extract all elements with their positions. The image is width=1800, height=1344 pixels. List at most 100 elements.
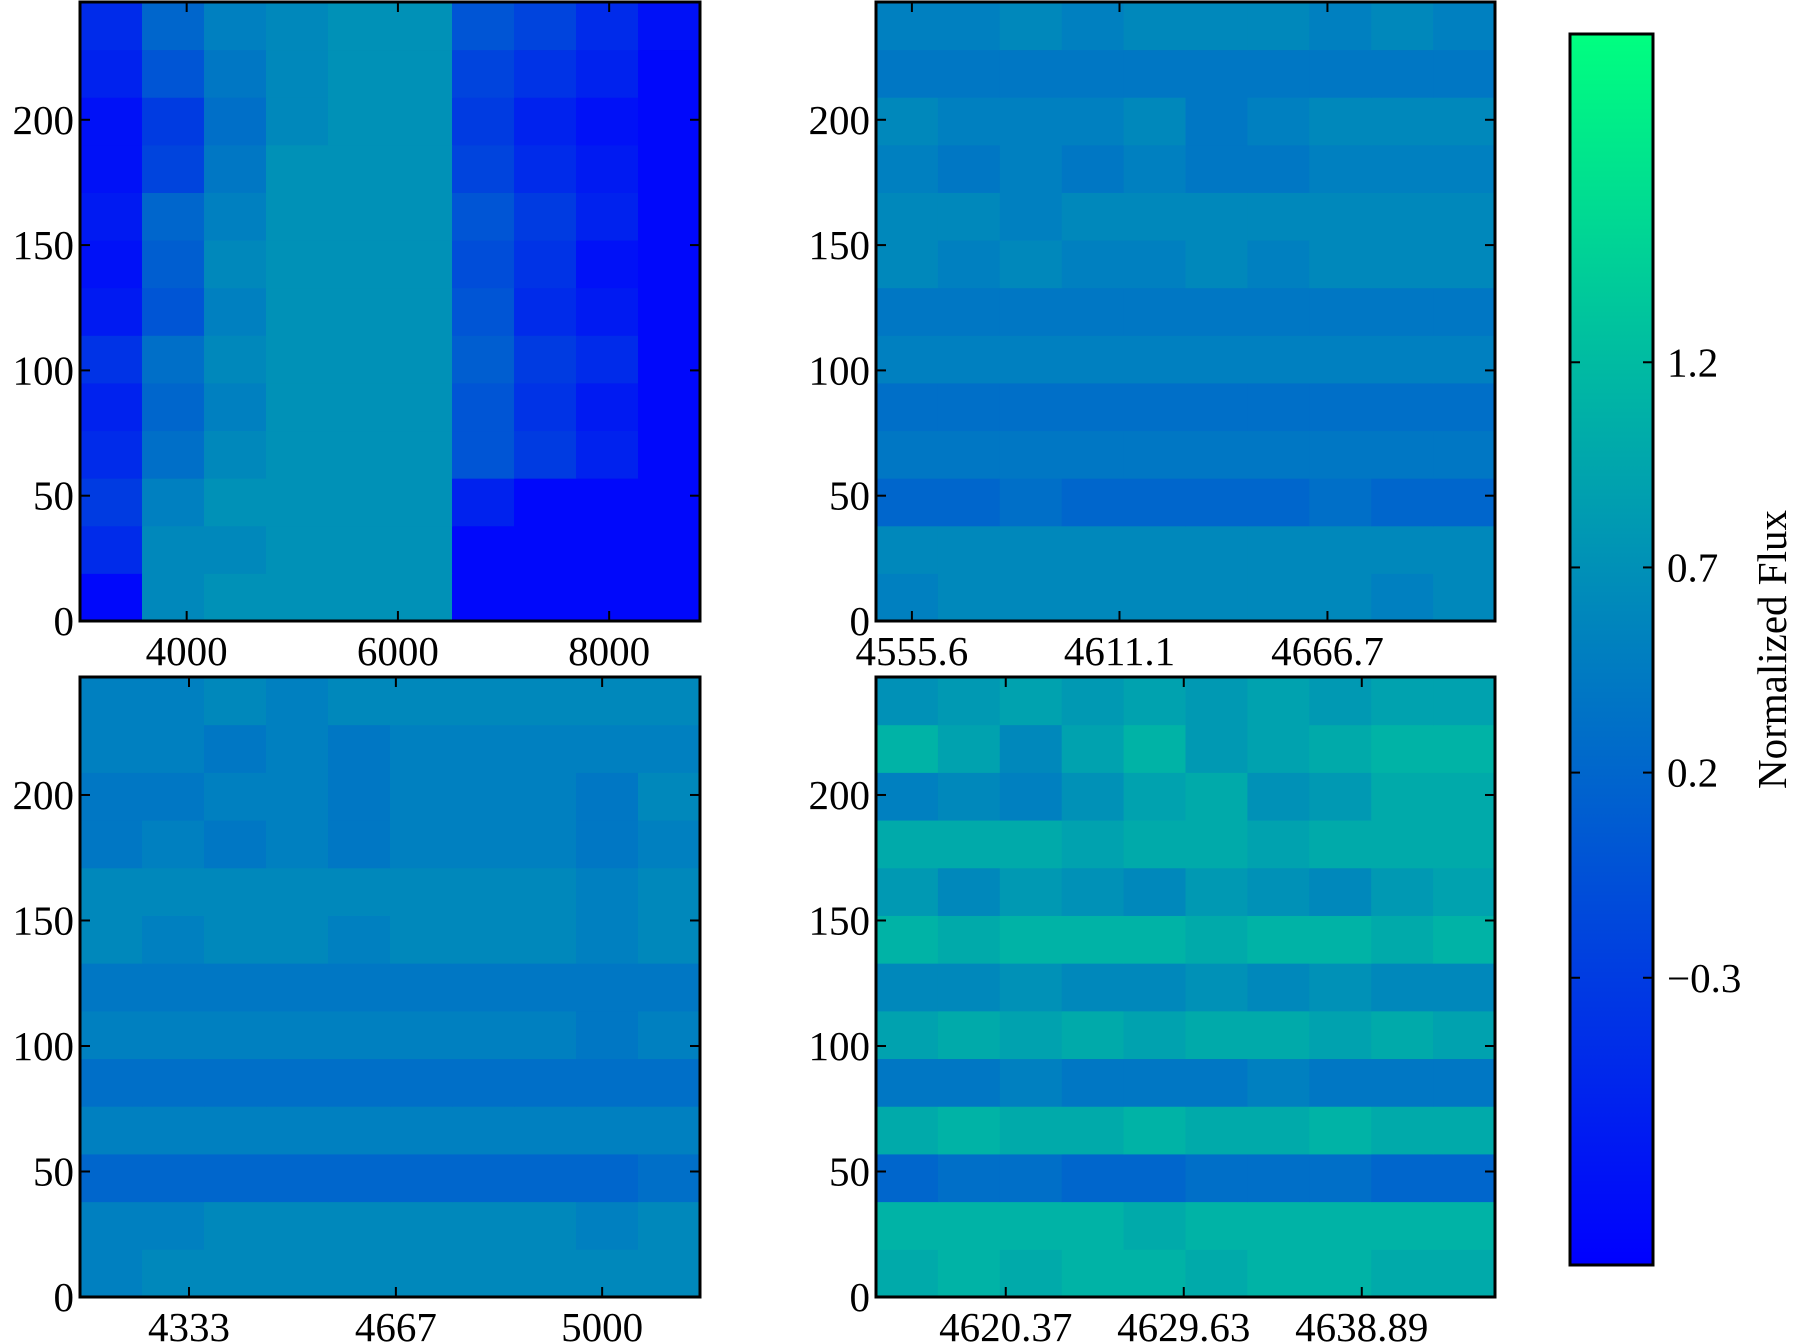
y-tick-label: 200: [13, 772, 75, 818]
heatmap-cell: [452, 724, 515, 773]
heatmap-cell: [1433, 430, 1496, 479]
heatmap-cell: [1123, 478, 1186, 527]
heatmap-cell: [390, 1106, 453, 1155]
heatmap-cell: [937, 2, 1001, 51]
heatmap-cell: [266, 525, 329, 574]
heatmap-cell: [514, 772, 577, 821]
heatmap-cell: [937, 1058, 1001, 1107]
y-tick-label: 100: [809, 1023, 871, 1069]
heatmap-cell: [80, 677, 143, 726]
heatmap-cell: [390, 430, 453, 479]
heatmap-cell: [514, 2, 577, 51]
heatmap-cell: [1247, 478, 1310, 527]
heatmap-cell: [266, 49, 329, 98]
heatmap-cell: [1433, 820, 1496, 869]
heatmap-cell: [328, 1010, 391, 1060]
plot-frame: [78, 675, 702, 1299]
heatmap-cell: [80, 478, 143, 527]
heatmap-cell: [999, 1201, 1063, 1250]
heatmap-cell: [1371, 1106, 1434, 1155]
heatmap-cell: [514, 724, 577, 773]
heatmap-cell: [576, 963, 639, 1012]
heatmap-cell: [937, 144, 1001, 193]
heatmap-cell: [876, 525, 939, 574]
heatmap-cell: [1371, 382, 1434, 432]
heatmap-cell: [876, 430, 939, 479]
heatmap-cell: [638, 867, 701, 916]
heatmap-cell: [1061, 915, 1125, 964]
heatmap-cell: [1185, 335, 1248, 384]
heatmap-cell: [1247, 382, 1310, 432]
heatmap-cell: [576, 1106, 639, 1155]
heatmap-cell: [452, 335, 515, 384]
heatmap-cell: [576, 820, 639, 869]
heatmap-cell: [1061, 1201, 1125, 1250]
heatmap-cell: [1061, 478, 1125, 527]
heatmap-cell: [576, 240, 639, 289]
heatmap-cell: [142, 724, 205, 773]
heatmap-cell: [514, 49, 577, 98]
heatmap-cell: [999, 2, 1063, 51]
heatmap-cell: [1247, 820, 1310, 869]
heatmap-cell: [1185, 97, 1248, 146]
heatmap-cell: [328, 192, 391, 241]
heatmap-cell: [999, 49, 1063, 98]
heatmap-cell: [514, 192, 577, 241]
panel: 0 50 100 150 200 4333 4667 5000: [13, 675, 702, 1344]
heatmap-cell: [1247, 49, 1310, 98]
y-tick-label: 50: [829, 473, 870, 519]
heatmap-cell: [390, 335, 453, 384]
heatmap-cell: [638, 2, 701, 51]
heatmap-cell: [390, 677, 453, 726]
heatmap-cell: [1247, 1010, 1310, 1060]
heatmap-cell: [328, 915, 391, 964]
heatmap-cell: [1433, 1249, 1496, 1298]
heatmap-cell: [142, 677, 205, 726]
heatmap-cell: [1061, 525, 1125, 574]
x-tick-label: 4333: [148, 1304, 230, 1344]
heatmap-cell: [328, 1106, 391, 1155]
heatmap-cell: [390, 724, 453, 773]
heatmap-cell: [1123, 430, 1186, 479]
heatmap-cell: [999, 430, 1063, 479]
heatmap-cell: [1309, 820, 1372, 869]
heatmap-cell: [514, 867, 577, 916]
heatmap-cell: [1247, 335, 1310, 384]
heatmap-cell: [937, 1153, 1001, 1203]
heatmap-cell: [266, 2, 329, 51]
heatmap-cell: [1061, 382, 1125, 432]
y-tick-label: 0: [54, 1274, 75, 1320]
heatmap-cell: [514, 1201, 577, 1250]
heatmap-cell: [638, 478, 701, 527]
heatmap-cell: [576, 1153, 639, 1203]
heatmap-cell: [576, 772, 639, 821]
x-tick-label: 4620.37: [939, 1304, 1072, 1344]
heatmap-cell: [876, 192, 939, 241]
heatmap-cell: [328, 820, 391, 869]
heatmap-cell: [390, 97, 453, 146]
heatmap-cell: [576, 430, 639, 479]
heatmap-cell: [876, 1153, 939, 1203]
heatmap-cell: [638, 335, 701, 384]
heatmap-cell: [876, 335, 939, 384]
heatmap-cell: [80, 2, 143, 51]
heatmap-cell: [638, 1058, 701, 1107]
heatmap-cell: [266, 240, 329, 289]
heatmap-cell: [1123, 49, 1186, 98]
heatmap-cell: [328, 478, 391, 527]
heatmap-cell: [576, 677, 639, 726]
heatmap-cell: [1123, 867, 1186, 916]
heatmap-cell: [266, 1106, 329, 1155]
heatmap-cell: [876, 724, 939, 773]
heatmap-cell: [80, 49, 143, 98]
heatmap-cell: [452, 963, 515, 1012]
heatmap-cell: [452, 1058, 515, 1107]
heatmap-cell: [1309, 915, 1372, 964]
heatmap-cell: [1371, 49, 1434, 98]
heatmap-cell: [452, 192, 515, 241]
heatmap-cell: [1123, 335, 1186, 384]
x-tick-label: 8000: [568, 628, 650, 674]
heatmap-cell: [142, 915, 205, 964]
heatmap-cell: [937, 525, 1001, 574]
